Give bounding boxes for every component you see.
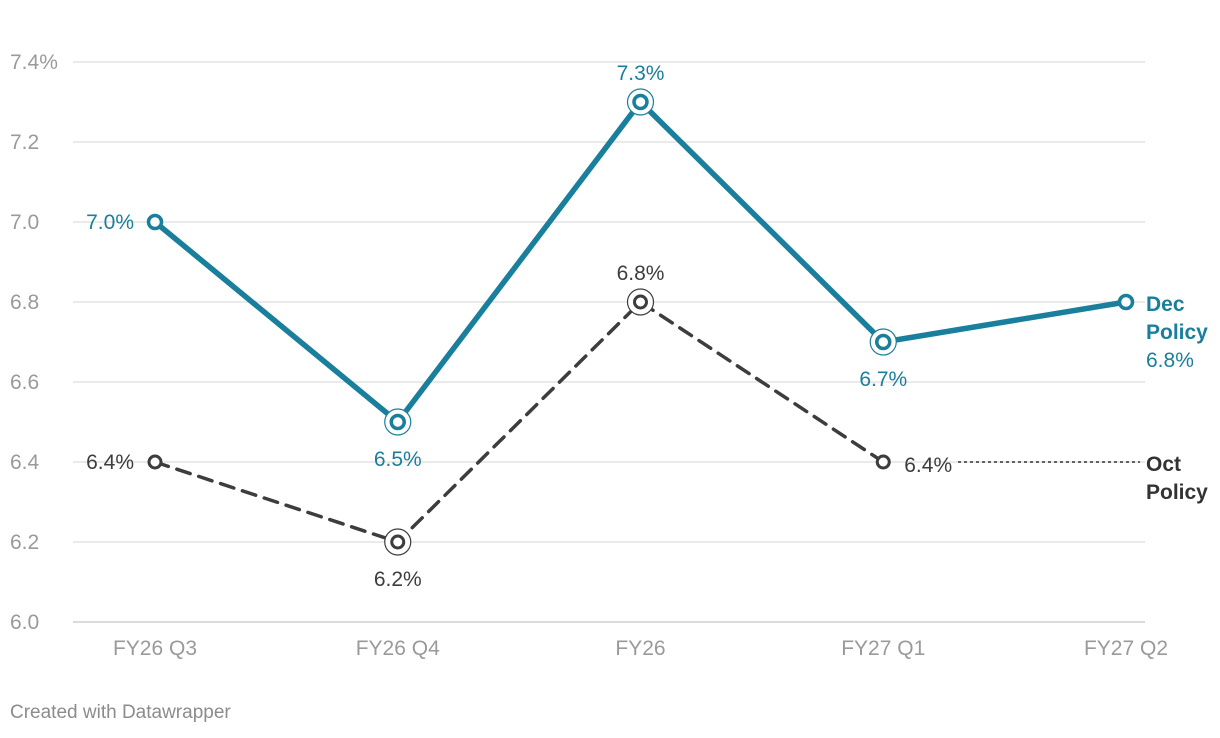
dec-point: [389, 413, 406, 431]
oct-data-label: 6.8%: [617, 262, 665, 285]
x-tick-label: FY26: [615, 637, 665, 660]
oct-series-label: Oct: [1146, 453, 1181, 476]
footer-credit: Created with Datawrapper: [10, 702, 231, 723]
dec-data-label: 7.3%: [617, 62, 665, 85]
oct-data-label: 6.4%: [904, 454, 952, 477]
y-tick-label: 6.8: [10, 291, 39, 314]
x-tick-label: FY27 Q1: [841, 637, 925, 660]
dec-data-label: 6.7%: [859, 368, 907, 391]
oct-data-label: 6.2%: [374, 568, 422, 591]
y-tick-label: 6.2: [10, 531, 39, 554]
oct-point: [875, 454, 891, 470]
y-tick-label: 7.4%: [10, 51, 58, 74]
oct-point: [633, 294, 648, 310]
x-tick-label: FY26 Q4: [356, 637, 440, 660]
oct-point: [147, 454, 163, 470]
dec-data-label: 7.0%: [86, 211, 134, 234]
oct-data-label: 6.4%: [86, 451, 134, 474]
oct-series-label: Policy: [1146, 481, 1208, 504]
oct-point: [390, 534, 406, 550]
dec-series-label: Dec: [1146, 293, 1185, 316]
dec-series-label: Policy: [1146, 321, 1208, 344]
y-tick-label: 7.0: [10, 211, 39, 234]
y-tick-label: 6.0: [10, 611, 39, 634]
oct-policy-line: [153, 300, 885, 544]
x-tick-label: FY26 Q3: [113, 637, 197, 660]
dec-point: [146, 213, 164, 231]
dec-end-value-label: 6.8%: [1146, 349, 1194, 372]
dec-data-label: 6.5%: [374, 448, 422, 471]
dec-point: [1117, 293, 1135, 311]
dec-point: [875, 333, 892, 351]
y-tick-label: 7.2: [10, 131, 39, 154]
y-tick-label: 6.6: [10, 371, 39, 394]
dec-point: [632, 93, 649, 111]
y-tick-label: 6.4: [10, 451, 40, 474]
x-tick-label: FY27 Q2: [1084, 637, 1168, 660]
